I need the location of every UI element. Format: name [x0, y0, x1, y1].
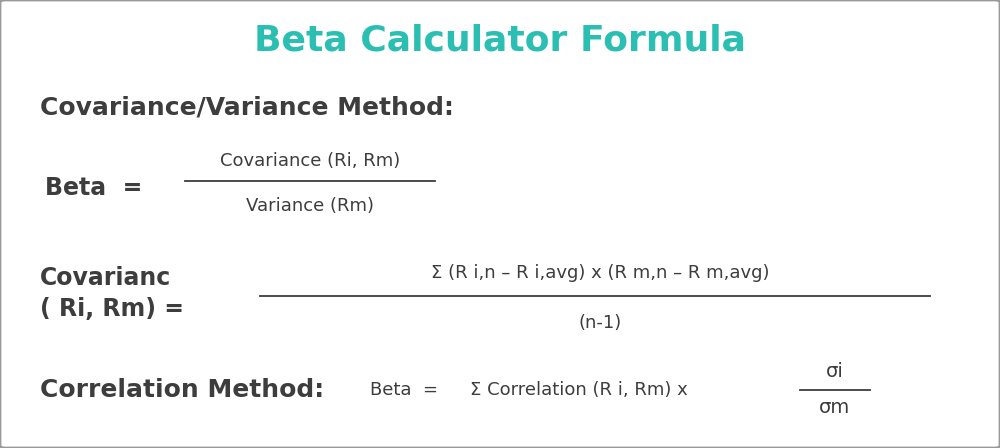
Text: Covarianc: Covarianc [40, 266, 171, 290]
Text: Beta  =: Beta = [370, 381, 438, 399]
Text: σi: σi [826, 362, 844, 381]
Text: Beta Calculator Formula: Beta Calculator Formula [254, 23, 746, 57]
Text: Σ Correlation (R i, Rm) x: Σ Correlation (R i, Rm) x [470, 381, 688, 399]
Text: Beta  =: Beta = [45, 176, 142, 200]
Text: σm: σm [819, 398, 851, 417]
Text: ( Ri, Rm) =: ( Ri, Rm) = [40, 297, 184, 321]
Text: Correlation Method:: Correlation Method: [40, 378, 324, 402]
Text: (n-1): (n-1) [578, 314, 622, 332]
Text: Σ (R i,n – R i,avg) x (R m,n – R m,avg): Σ (R i,n – R i,avg) x (R m,n – R m,avg) [431, 264, 769, 282]
Text: Variance (Rm): Variance (Rm) [246, 197, 374, 215]
Text: Covariance (Ri, Rm): Covariance (Ri, Rm) [220, 152, 400, 170]
Text: Covariance/Variance Method:: Covariance/Variance Method: [40, 95, 454, 120]
